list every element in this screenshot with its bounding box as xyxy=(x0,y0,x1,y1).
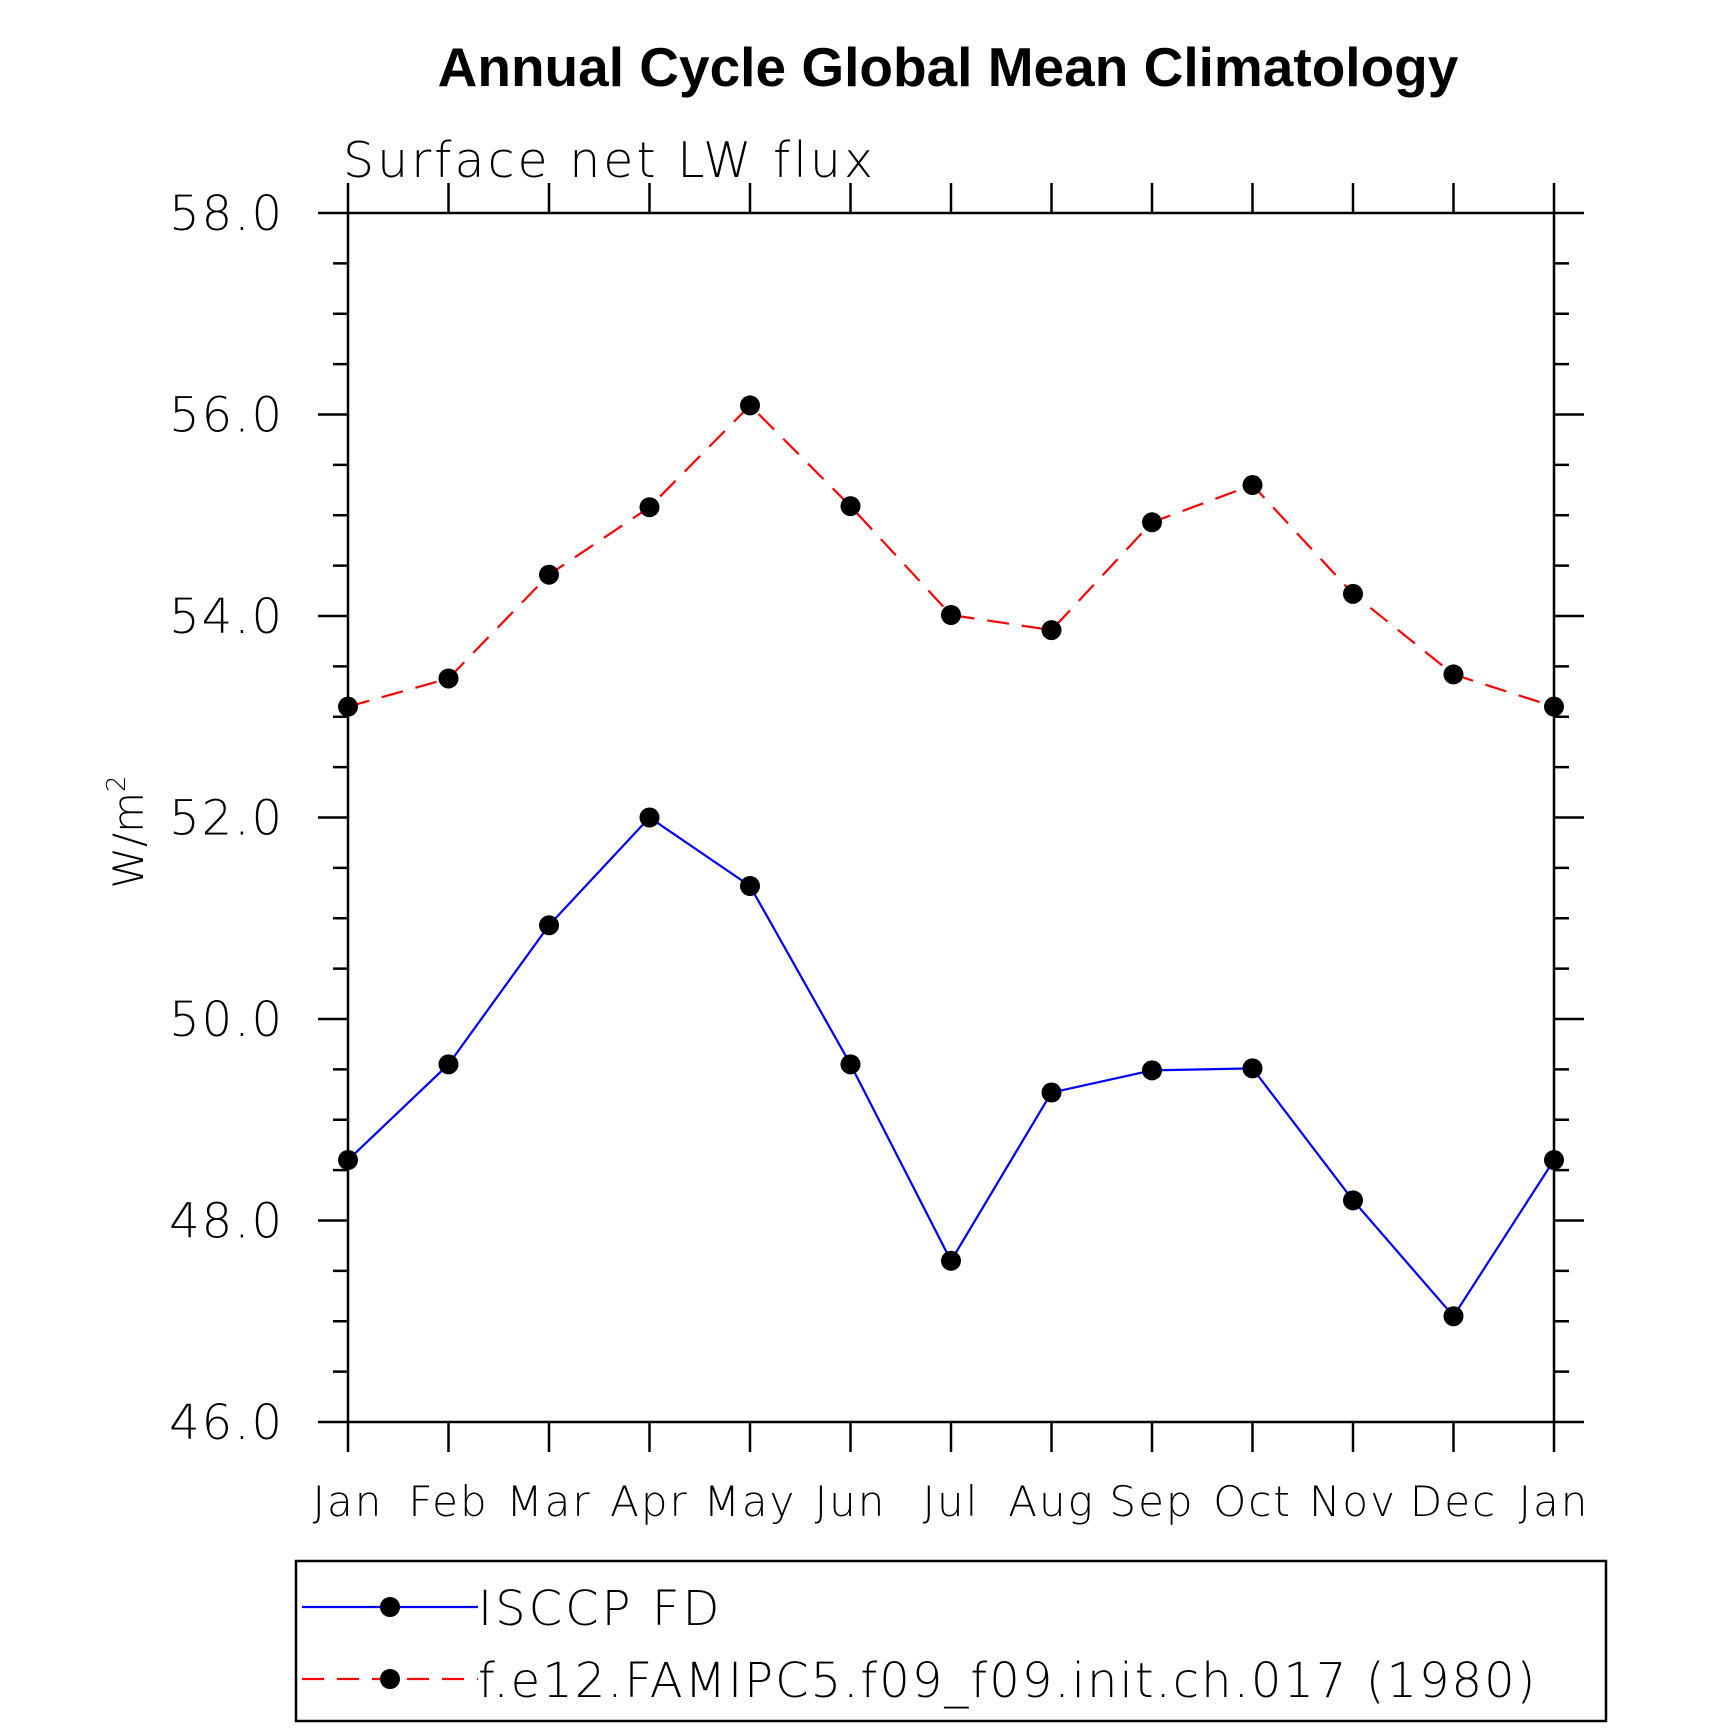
data-point xyxy=(1443,1306,1464,1327)
data-point xyxy=(1142,1060,1162,1081)
y-tick-label: 50.0 xyxy=(169,992,284,1048)
x-tick-label: May xyxy=(704,1477,797,1526)
chart-subtitle: Surface net LW flux xyxy=(343,132,876,189)
x-tick-label: Oct xyxy=(1213,1477,1292,1526)
data-point xyxy=(438,668,459,689)
x-tick-label: Jan xyxy=(1519,1477,1590,1526)
legend-label-model: f.e12.FAMIPC5.f09_f09.init.ch.017 (1980) xyxy=(478,1653,1537,1709)
data-point xyxy=(1041,1082,1062,1103)
data-point xyxy=(1242,475,1263,496)
y-tick-label: 46.0 xyxy=(169,1395,284,1451)
y-tick-label: 58.0 xyxy=(169,186,284,242)
x-tick-label: Aug xyxy=(1008,1477,1095,1526)
legend: ISCCP FD f.e12.FAMIPC5.f09_f09.init.ch.0… xyxy=(294,1559,1608,1723)
data-point xyxy=(338,696,358,717)
x-tick-labels: Jan Feb Mar Apr May Jun Jul Aug Sep Oct Nov Dec Jan xyxy=(313,1477,1590,1526)
y-axis-label: W/m2 xyxy=(102,775,153,888)
y-tick-labels: 58.0 56.0 54.0 52.0 50.0 48.0 46.0 xyxy=(169,186,284,1451)
y-axis-label-main: W/m xyxy=(104,792,153,889)
x-tick-label: Jan xyxy=(313,1477,384,1526)
y-tick-label: 52.0 xyxy=(169,791,284,847)
y-tick-label: 54.0 xyxy=(169,589,284,645)
legend-marker-model xyxy=(380,1669,400,1689)
x-tick-label: Jun xyxy=(815,1477,887,1526)
data-point xyxy=(1343,1190,1363,1211)
data-point xyxy=(840,496,861,517)
data-point xyxy=(539,915,559,936)
x-tick-label: Dec xyxy=(1410,1477,1497,1526)
data-point xyxy=(539,564,559,585)
data-point xyxy=(338,1150,358,1171)
plot-frame xyxy=(346,211,1556,1424)
x-tick-label: Sep xyxy=(1109,1477,1194,1526)
data-point xyxy=(639,807,660,828)
data-point xyxy=(438,1054,459,1075)
y-axis-label-superscript: 2 xyxy=(102,775,132,792)
series-line-1 xyxy=(347,403,1555,708)
chart-title: Annual Cycle Global Mean Climatology xyxy=(438,36,1459,98)
legend-box xyxy=(294,1559,1608,1723)
data-point xyxy=(740,876,760,897)
x-tick-label: Mar xyxy=(506,1477,591,1526)
legend-label-isccp: ISCCP FD xyxy=(478,1581,722,1637)
axis-ticks xyxy=(318,183,1584,1452)
data-series xyxy=(338,395,1564,1327)
data-point xyxy=(740,395,760,416)
data-point xyxy=(941,1250,961,1271)
data-point xyxy=(1242,1058,1263,1079)
data-point xyxy=(1443,664,1464,685)
y-tick-label: 48.0 xyxy=(169,1194,284,1250)
series-line-0 xyxy=(347,816,1555,1319)
x-tick-label: Nov xyxy=(1309,1477,1397,1526)
x-tick-label: Feb xyxy=(408,1477,488,1526)
data-point xyxy=(1041,620,1062,641)
data-point xyxy=(1343,583,1363,604)
data-point xyxy=(1544,1150,1564,1171)
x-tick-label: Apr xyxy=(610,1477,689,1526)
x-tick-label: Jul xyxy=(923,1477,980,1526)
y-tick-label: 56.0 xyxy=(169,388,284,444)
data-point xyxy=(1142,512,1162,533)
data-point xyxy=(941,604,961,625)
legend-marker-isccp xyxy=(380,1597,400,1617)
data-point xyxy=(639,497,660,518)
data-point xyxy=(840,1054,861,1075)
data-point xyxy=(1544,696,1564,717)
